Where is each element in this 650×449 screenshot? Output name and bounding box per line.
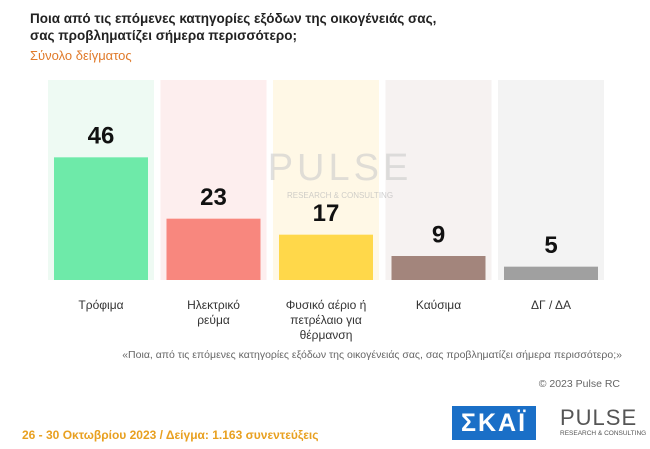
value-label: 5: [544, 232, 557, 259]
bar-background: [385, 80, 492, 280]
logo-pulse-sub: RESEARCH & CONSULTING: [560, 430, 647, 437]
copyright: © 2023 Pulse RC: [538, 378, 620, 390]
bar: [54, 157, 148, 280]
category-label: Ηλεκτρικό ρεύμα: [187, 298, 240, 327]
value-label: 17: [313, 200, 340, 227]
logo-pulse: PULSE: [560, 405, 638, 430]
value-label: 9: [432, 221, 445, 248]
question-note: «Ποια, από τις επόμενες κατηγορίες εξόδω…: [122, 349, 622, 361]
category-label: Φυσικό αέριο ή πετρέλαιο για θέρμανση: [285, 298, 367, 342]
category-label: Τρόφιμα: [78, 298, 124, 312]
bar: [391, 256, 486, 280]
chart-title: Ποια από τις επόμενες κατηγορίες εξόδων …: [30, 11, 437, 43]
value-label: 23: [200, 184, 227, 211]
bar: [166, 218, 261, 280]
logo-skai: ΣΚΑΪ: [452, 406, 536, 440]
bar-background: [498, 80, 604, 280]
category-label: Καύσιμα: [415, 298, 462, 312]
chart-subtitle: Σύνολο δείγματος: [30, 48, 132, 63]
bar: [504, 266, 598, 280]
watermark-sub: RESEARCH & CONSULTING: [287, 191, 393, 200]
bar: [279, 234, 373, 280]
watermark: PULSE: [268, 147, 413, 189]
value-label: 46: [88, 123, 115, 150]
category-label: ΔΓ / ΔΑ: [531, 298, 571, 312]
footer: 26 - 30 Οκτωβρίου 2023 / Δείγμα: 1.163 σ…: [22, 428, 319, 442]
